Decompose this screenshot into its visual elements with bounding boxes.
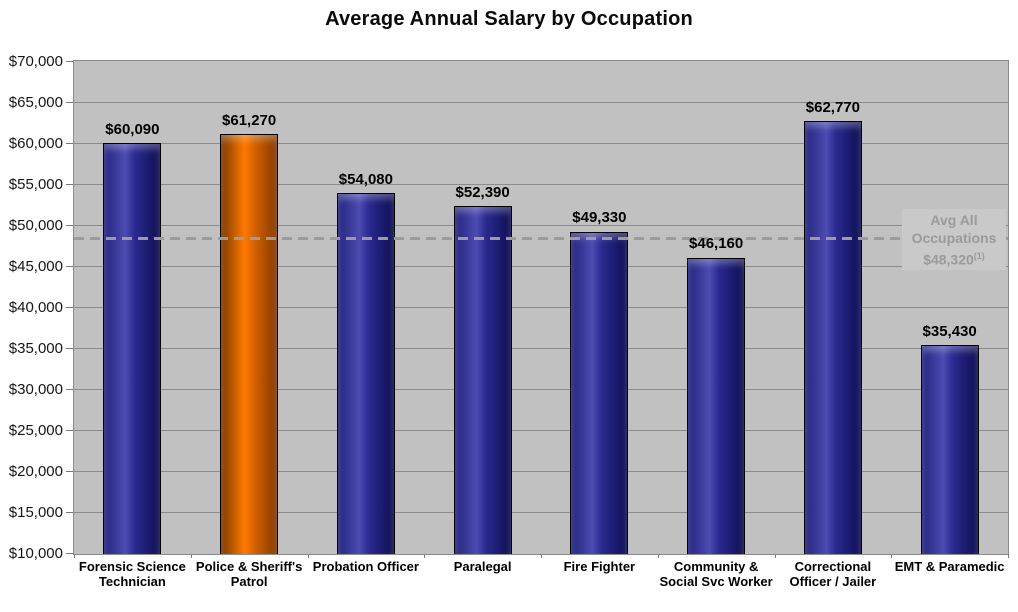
x-axis-tick-mark xyxy=(1008,554,1009,558)
average-reference-label-line: Occupations xyxy=(911,229,997,246)
y-axis-tick-mark xyxy=(66,306,73,308)
x-axis-tick-mark xyxy=(657,554,659,558)
average-reference-label: Avg All Occupations $48,320(1) xyxy=(902,208,1006,271)
x-axis-tick-mark xyxy=(74,554,75,558)
y-axis-tick-label: $15,000 xyxy=(8,503,63,521)
y-gridline xyxy=(74,306,1008,308)
bar-value-label: $61,270 xyxy=(222,111,277,129)
y-gridline xyxy=(74,511,1008,513)
y-axis-tick-mark xyxy=(66,224,73,226)
y-axis-tick-mark xyxy=(66,511,73,513)
x-axis-tick-mark xyxy=(891,554,893,558)
bar xyxy=(920,345,979,554)
bar-highlighted xyxy=(220,133,279,554)
y-gridline xyxy=(74,224,1008,226)
bar xyxy=(103,143,162,554)
bar xyxy=(453,206,512,554)
average-reference-label-line: $48,320(1) xyxy=(923,250,985,268)
y-axis-tick-label: $45,000 xyxy=(8,257,63,275)
y-gridline xyxy=(74,101,1008,103)
y-axis-tick-label: $10,000 xyxy=(8,544,63,562)
bar-value-label: $54,080 xyxy=(338,170,393,188)
y-axis-tick-mark xyxy=(66,552,73,554)
average-reference-label-line: Avg All xyxy=(930,211,978,228)
x-axis-tick-mark xyxy=(774,554,776,558)
y-axis-tick-mark xyxy=(66,470,73,472)
y-gridline xyxy=(74,183,1008,185)
bar-value-label: $46,160 xyxy=(689,235,744,253)
x-axis-category-label: EMT & Paramedic xyxy=(894,559,1005,574)
plot-area: Avg All Occupations $48,320(1) xyxy=(73,60,1009,555)
y-axis-tick-label: $55,000 xyxy=(8,175,63,193)
x-axis-category-label: Community & Social Svc Worker xyxy=(659,559,773,589)
x-axis-category-label: Police & Sheriff's Patrol xyxy=(195,559,303,589)
x-axis-category-label: Paralegal xyxy=(453,559,512,574)
y-gridline xyxy=(74,347,1008,349)
y-axis-tick-label: $30,000 xyxy=(8,380,63,398)
y-axis-tick-mark xyxy=(66,142,73,144)
y-axis-tick-label: $25,000 xyxy=(8,421,63,439)
y-gridline xyxy=(74,429,1008,431)
y-gridline xyxy=(74,265,1008,267)
bar xyxy=(803,121,862,554)
bar-value-label: $49,330 xyxy=(572,209,627,227)
bar xyxy=(570,231,629,554)
y-axis-tick-label: $60,000 xyxy=(8,134,63,152)
y-axis-tick-mark xyxy=(66,429,73,431)
y-axis-tick-mark xyxy=(66,60,73,62)
x-axis-tick-mark xyxy=(307,554,309,558)
bar xyxy=(687,257,746,554)
y-axis-tick-label: $40,000 xyxy=(8,298,63,316)
x-axis-category-label: Correctional Officer / Jailer xyxy=(789,559,877,589)
average-reference-line xyxy=(74,237,1008,241)
y-axis-tick-label: $50,000 xyxy=(8,216,63,234)
y-gridline xyxy=(74,142,1008,144)
y-axis-tick-label: $35,000 xyxy=(8,339,63,357)
y-axis-tick-mark xyxy=(66,101,73,103)
y-axis-tick-mark xyxy=(66,183,73,185)
y-gridline xyxy=(74,470,1008,472)
x-axis-category-label: Forensic Science Technician xyxy=(78,559,186,589)
chart-title: Average Annual Salary by Occupation xyxy=(325,8,693,30)
bar xyxy=(336,192,395,554)
x-axis-tick-mark xyxy=(541,554,542,558)
y-axis-tick-label: $65,000 xyxy=(8,93,63,111)
y-axis-tick-label: $20,000 xyxy=(8,462,63,480)
y-axis-tick-mark xyxy=(66,347,73,349)
y-gridline xyxy=(74,388,1008,390)
x-axis-category-label: Fire Fighter xyxy=(563,559,636,574)
y-axis-tick-label: $70,000 xyxy=(8,52,63,70)
bar-value-label: $52,390 xyxy=(455,184,510,202)
x-axis-category-label: Probation Officer xyxy=(312,559,419,574)
x-axis-tick-mark xyxy=(424,554,426,558)
y-axis-tick-mark xyxy=(66,265,73,267)
footnote-marker: (1) xyxy=(973,250,985,261)
x-axis-tick-mark xyxy=(190,554,192,558)
bar-value-label: $35,430 xyxy=(922,323,977,341)
bar-value-label: $62,770 xyxy=(805,99,860,117)
y-axis-tick-mark xyxy=(66,388,73,390)
bar-value-label: $60,090 xyxy=(105,121,160,139)
